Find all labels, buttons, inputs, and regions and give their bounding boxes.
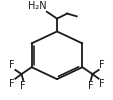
Text: F: F: [20, 80, 26, 90]
Text: F: F: [87, 80, 93, 90]
Text: F: F: [9, 60, 15, 70]
Text: F: F: [98, 60, 104, 70]
Text: F: F: [98, 79, 104, 89]
Text: F: F: [9, 79, 15, 89]
Text: H₂N: H₂N: [27, 1, 46, 11]
